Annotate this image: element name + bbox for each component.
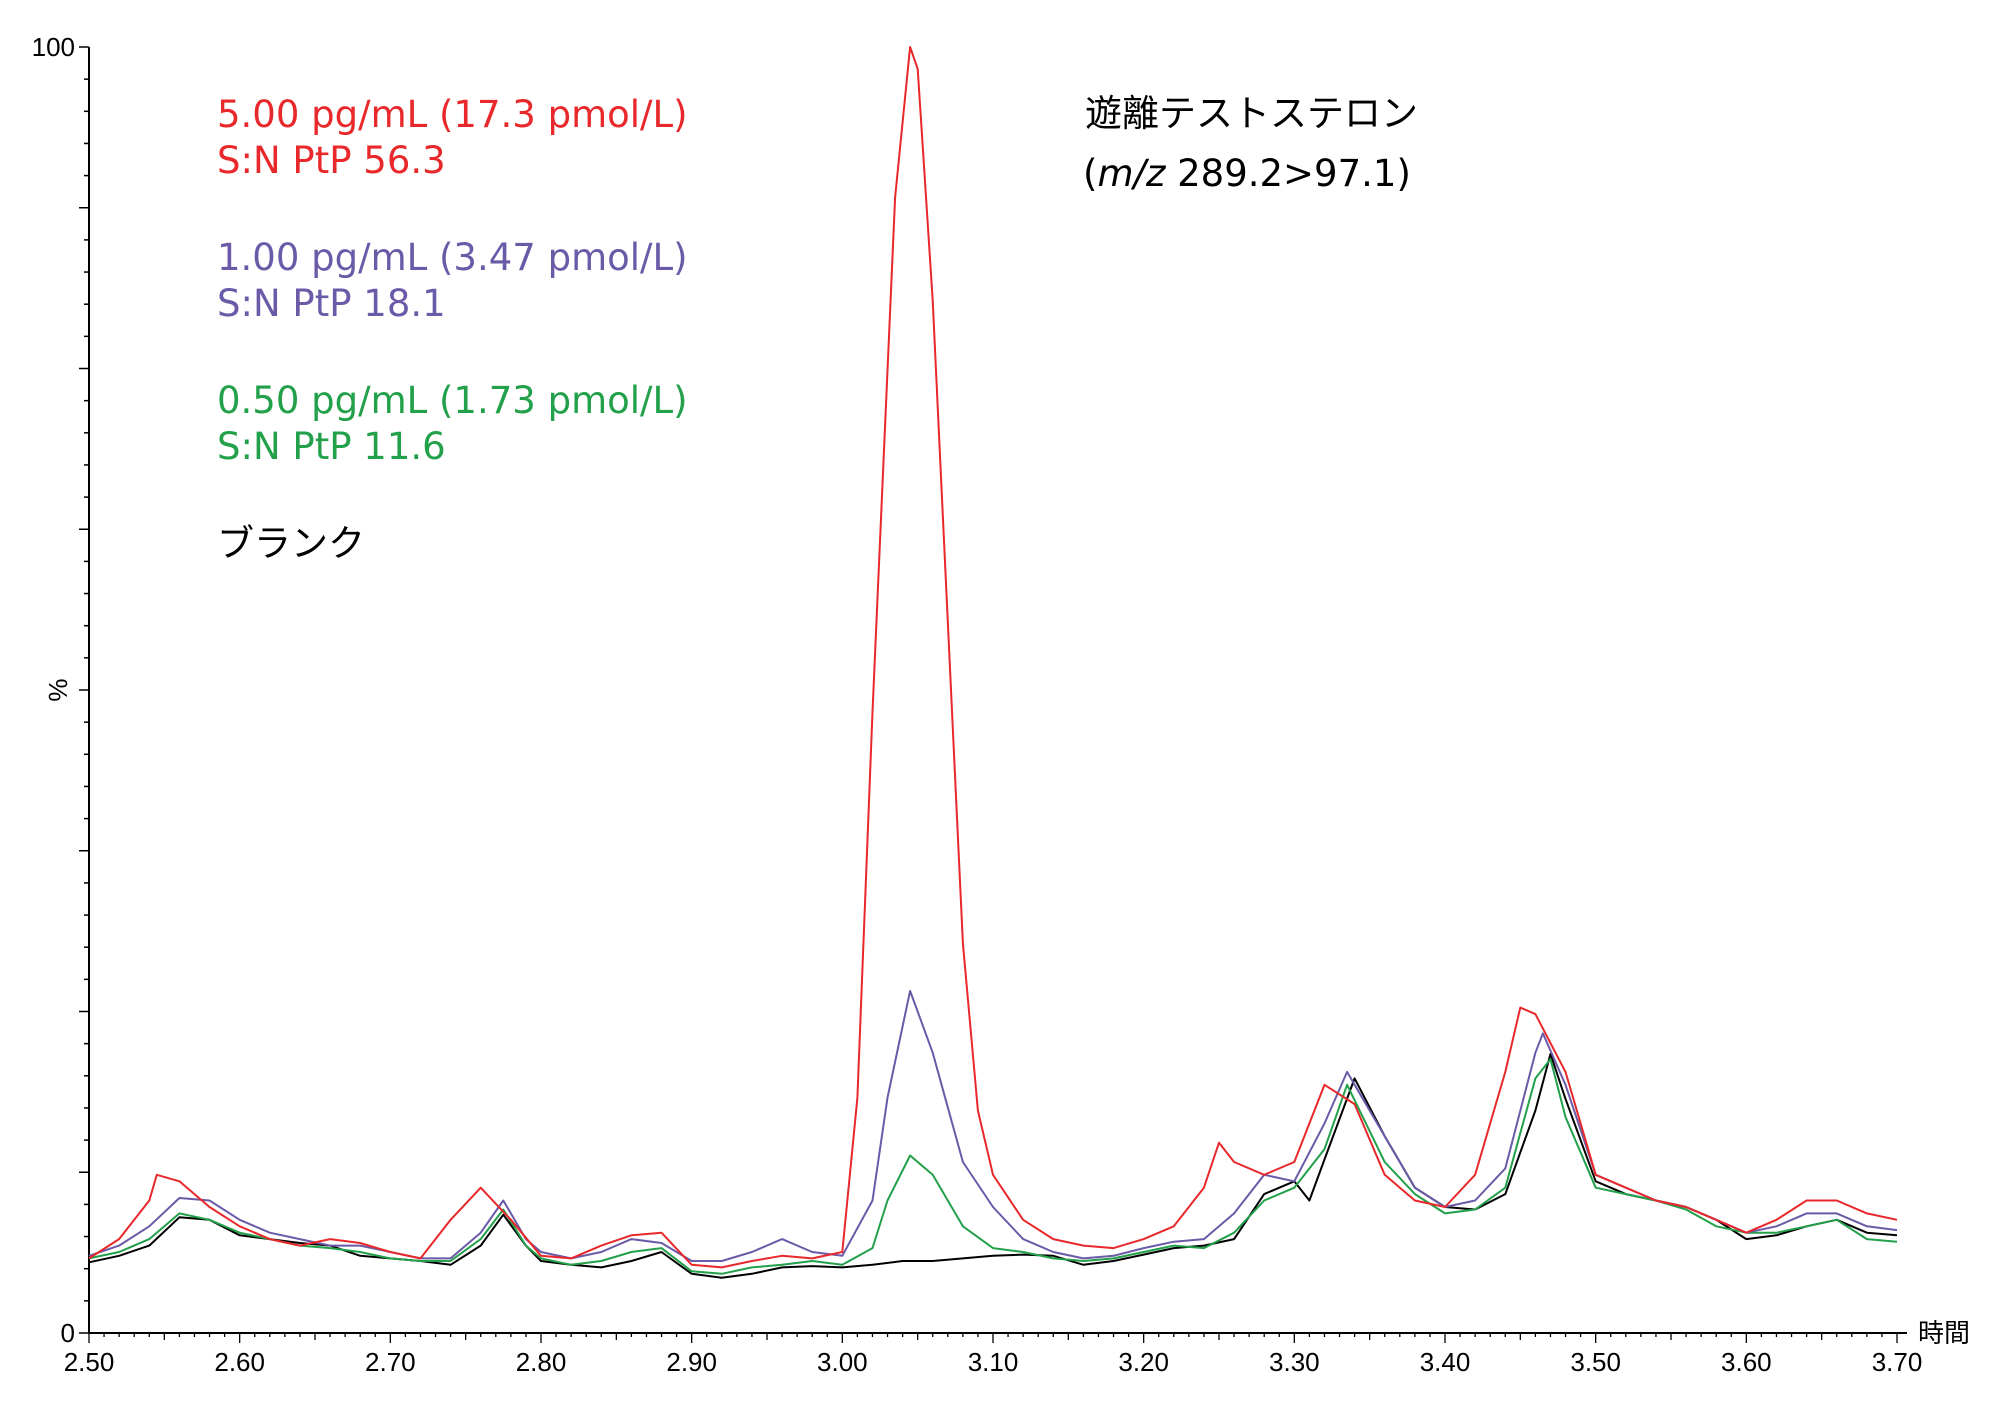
x-tick-label: 2.90	[666, 1347, 717, 1377]
y-axis-label: %	[43, 678, 73, 701]
legend-entry: 1.00 pg/mL (3.47 pmol/L)	[217, 236, 688, 279]
legend-entry: 5.00 pg/mL (17.3 pmol/L)	[217, 93, 688, 136]
subtitle-mz: m/z	[1097, 152, 1167, 195]
x-tick-label: 3.30	[1269, 1347, 1320, 1377]
x-tick-label: 2.60	[214, 1347, 265, 1377]
series-line-5-00-pg-ml	[88, 46, 1898, 1269]
chart-title: 遊離テストステロン	[1085, 92, 1418, 135]
x-tick-label: 3.60	[1721, 1347, 1772, 1377]
x-tick-label: 3.20	[1118, 1347, 1169, 1377]
legend: 5.00 pg/mL (17.3 pmol/L)S:N PtP 56.3 1.00…	[217, 93, 688, 565]
y-tick-label: 0	[61, 1318, 75, 1348]
legend-entry: 0.50 pg/mL (1.73 pmol/L)	[217, 379, 688, 422]
subtitle-prefix: (	[1083, 152, 1097, 195]
x-tick-label: 3.00	[817, 1347, 868, 1377]
series-line-1-00-pg-ml	[88, 989, 1898, 1262]
legend-entry: S:N PtP 18.1	[217, 282, 446, 325]
subtitle-rest: 289.2>97.1)	[1165, 152, 1411, 195]
x-tick-label: 2.80	[516, 1347, 567, 1377]
tick-layer: 0 100 2.50 2.60 2.70 2.80 2.90 3.00 3.10 3.20 3.30…	[32, 32, 1923, 1377]
series-layer	[88, 46, 1898, 1279]
x-tick-label: 3.10	[968, 1347, 1019, 1377]
x-tick-label: 3.50	[1570, 1347, 1621, 1377]
y-tick-label: 100	[32, 32, 75, 62]
x-tick-label: 2.70	[365, 1347, 416, 1377]
chart-subtitle: (m/z 289.2>97.1)	[1083, 152, 1411, 195]
x-tick-label: 3.40	[1420, 1347, 1471, 1377]
legend-entry: S:N PtP 56.3	[217, 139, 446, 182]
series-line-0-50-pg-ml	[88, 1058, 1898, 1275]
x-tick-label: 2.50	[64, 1347, 115, 1377]
legend-entry: ブランク	[217, 522, 365, 565]
legend-entry: S:N PtP 11.6	[217, 425, 446, 468]
series-line-blank	[88, 1052, 1898, 1279]
x-axis-label: 時間	[1918, 1319, 1970, 1349]
x-tick-label: 3.70	[1872, 1347, 1923, 1377]
